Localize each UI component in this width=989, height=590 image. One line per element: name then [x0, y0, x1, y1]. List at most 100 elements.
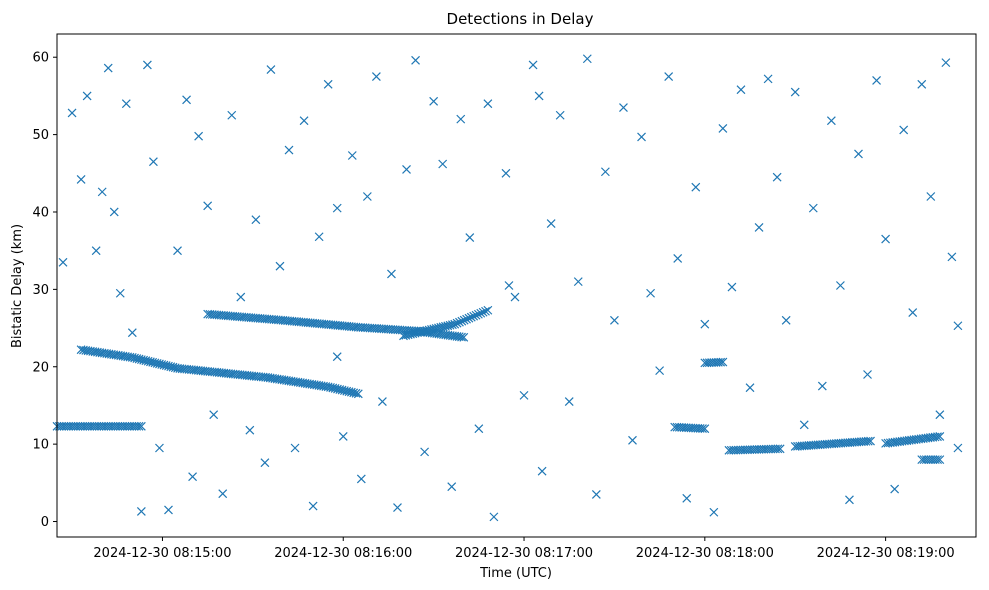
data-point [402, 164, 411, 174]
data-point [772, 172, 782, 182]
data-point [227, 110, 237, 120]
data-point [933, 455, 943, 465]
data-point [478, 307, 488, 317]
data-point [266, 65, 276, 75]
y-tick-label: 50 [32, 128, 49, 143]
data-point [136, 421, 146, 431]
data-point [218, 489, 228, 499]
data-point [510, 292, 520, 302]
data-point [953, 321, 963, 331]
data-point [455, 317, 464, 327]
data-point [393, 503, 402, 513]
data-point [745, 383, 755, 393]
data-point [619, 103, 628, 112]
data-point [450, 319, 460, 329]
data-point [457, 332, 466, 342]
data-point [953, 443, 963, 453]
data-point [457, 316, 467, 326]
data-point [236, 292, 246, 302]
data-point [908, 308, 918, 318]
data-point [718, 357, 728, 367]
data-point [504, 281, 514, 290]
data-point [438, 159, 448, 169]
data-point [362, 192, 372, 201]
plot-frame [56, 33, 977, 538]
data-point [489, 512, 499, 522]
data-point [790, 87, 800, 97]
data-point [555, 110, 565, 120]
data-point [58, 257, 68, 267]
data-point [534, 91, 544, 101]
data-point [610, 315, 619, 325]
y-axis: 0 10 20 30 40 50 60 [32, 51, 57, 530]
data-point [459, 332, 469, 342]
data-point [600, 167, 610, 177]
data-point [528, 60, 538, 70]
data-point [673, 253, 683, 263]
data-point [456, 114, 466, 124]
data-point [420, 447, 430, 457]
data-point [700, 319, 710, 329]
y-tick-label: 0 [41, 515, 49, 530]
data-point [655, 366, 665, 376]
data-point [351, 388, 361, 398]
data-point [664, 72, 674, 81]
data-point [727, 282, 737, 292]
data-point [854, 149, 863, 159]
data-point [591, 490, 601, 499]
data-point [127, 328, 137, 338]
data-point [899, 125, 909, 135]
data-point [452, 318, 462, 328]
data-point [564, 397, 574, 407]
data-point [371, 72, 381, 81]
data-point [82, 91, 92, 101]
data-point [67, 108, 77, 118]
data-point [473, 309, 483, 319]
data-point [736, 85, 746, 95]
data-point [188, 472, 198, 482]
data-point [471, 310, 481, 320]
data-point [817, 381, 827, 391]
y-tick-label: 10 [32, 438, 49, 453]
data-point [91, 246, 101, 256]
data-point [148, 157, 158, 167]
data-point [519, 390, 529, 400]
data-point [275, 261, 285, 271]
x-tick-label: 2024-12-30 08:15:00 [93, 546, 231, 561]
data-point [691, 182, 701, 192]
data-point [835, 281, 845, 290]
data-point [476, 308, 486, 318]
data-point [628, 435, 637, 445]
data-point [863, 436, 873, 446]
x-tick-label: 2024-12-30 08:16:00 [274, 546, 412, 561]
data-point [260, 458, 270, 468]
data-point [863, 370, 872, 379]
y-tick-label: 60 [32, 51, 49, 66]
data-point [447, 320, 457, 330]
data-point [103, 63, 113, 73]
x-tick-label: 2024-12-30 08:18:00 [636, 546, 774, 561]
data-point [501, 168, 511, 178]
data-point [808, 203, 818, 213]
data-point [941, 58, 951, 68]
data-point [700, 424, 710, 434]
data-point [698, 424, 707, 433]
x-tick-label: 2024-12-30 08:19:00 [817, 546, 955, 561]
data-point [121, 99, 131, 109]
data-point [935, 455, 945, 465]
x-tick-label: 2024-12-30 08:17:00 [455, 546, 593, 561]
data-point [284, 145, 294, 155]
data-point [465, 233, 475, 242]
data-point [582, 54, 592, 64]
data-point [115, 288, 125, 298]
data-point [709, 507, 719, 517]
data-point [323, 79, 333, 89]
data-point [251, 215, 261, 225]
data-point [332, 352, 342, 362]
data-point [546, 219, 556, 229]
data-point [203, 201, 213, 211]
data-point [338, 431, 348, 441]
data-point [173, 246, 182, 256]
data-markers [52, 54, 963, 522]
